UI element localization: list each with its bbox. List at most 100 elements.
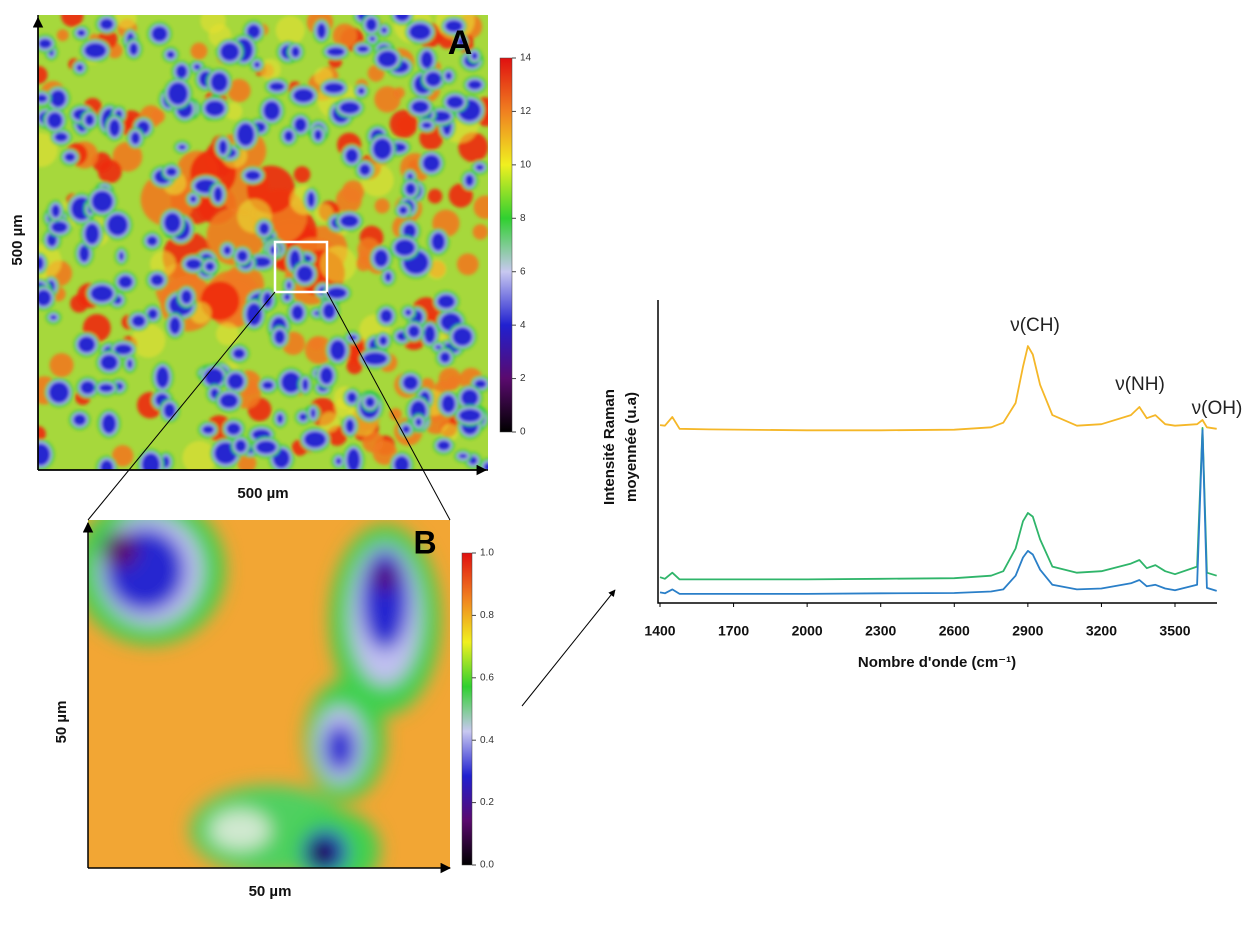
colorbar-tick-label: 1.0 xyxy=(480,548,494,559)
texture xyxy=(379,308,393,324)
texture xyxy=(431,232,446,252)
texture xyxy=(259,58,281,81)
texture xyxy=(38,94,48,103)
colorbar-tick-label: 12 xyxy=(520,106,532,117)
texture xyxy=(420,50,434,69)
panel-label: A xyxy=(448,24,473,62)
texture xyxy=(146,235,158,247)
texture xyxy=(127,358,133,369)
texture xyxy=(424,324,436,344)
texture xyxy=(389,109,418,139)
texture xyxy=(150,273,164,287)
texture xyxy=(131,314,146,328)
texture xyxy=(84,42,107,59)
texture xyxy=(458,408,482,423)
texture xyxy=(275,15,305,45)
texture xyxy=(210,72,229,93)
texture xyxy=(236,122,255,147)
heatmap-image-b xyxy=(88,520,450,868)
texture xyxy=(193,63,201,70)
annotation: ν(NH) xyxy=(1115,374,1165,395)
y-axis-label: 50 µm xyxy=(53,701,70,744)
texture xyxy=(255,440,277,454)
y-axis-label: moyennée (u.a) xyxy=(623,392,640,502)
texture xyxy=(114,343,133,355)
texture xyxy=(291,304,304,321)
texture xyxy=(147,308,158,320)
texture xyxy=(118,251,124,261)
texture xyxy=(293,166,311,183)
texture xyxy=(339,214,359,228)
texture xyxy=(346,358,363,375)
colorbar-tick-label: 0.2 xyxy=(480,797,494,808)
texture xyxy=(77,29,86,37)
colorbar-tick-label: 0.8 xyxy=(480,610,494,621)
texture xyxy=(90,285,114,303)
texture xyxy=(263,100,281,121)
texture xyxy=(202,425,215,434)
texture xyxy=(76,63,84,72)
colorbar-tick-label: 8 xyxy=(520,213,526,224)
texture xyxy=(175,64,188,79)
texture xyxy=(218,139,228,155)
texture xyxy=(460,389,479,407)
texture xyxy=(427,188,443,204)
texture xyxy=(163,212,182,233)
texture xyxy=(269,81,285,92)
texture xyxy=(49,314,58,321)
texture xyxy=(163,402,176,419)
texture xyxy=(326,287,348,299)
x-tick-label: 3500 xyxy=(1159,623,1190,639)
texture xyxy=(292,88,315,103)
texture xyxy=(223,245,232,256)
texture xyxy=(346,391,357,404)
x-tick-label: 2900 xyxy=(1012,623,1043,639)
texture xyxy=(61,15,84,27)
texture xyxy=(227,78,251,103)
texture xyxy=(46,233,58,247)
texture xyxy=(252,256,272,268)
texture xyxy=(224,102,243,121)
colorbar-tick-label: 14 xyxy=(520,53,532,64)
axes-line xyxy=(657,300,1217,604)
texture xyxy=(437,440,451,451)
texture xyxy=(100,354,118,371)
texture xyxy=(411,100,430,114)
texture xyxy=(444,19,463,33)
texture xyxy=(54,132,68,142)
texture xyxy=(372,138,392,160)
texture xyxy=(236,250,249,262)
texture xyxy=(374,86,401,113)
texture xyxy=(329,339,346,361)
texture xyxy=(475,164,485,171)
colorbar-tick-label: 6 xyxy=(520,266,526,277)
texture xyxy=(441,394,456,414)
texture xyxy=(49,353,74,378)
texture xyxy=(115,15,137,29)
texture xyxy=(246,302,263,327)
texture xyxy=(323,82,345,94)
texture xyxy=(232,348,246,359)
texture xyxy=(227,372,245,390)
texture xyxy=(107,213,129,237)
texture xyxy=(425,71,442,87)
texture xyxy=(151,25,168,42)
texture xyxy=(244,170,261,181)
texture xyxy=(452,327,473,347)
zoom-box xyxy=(273,240,329,294)
texture xyxy=(303,431,327,448)
texture xyxy=(474,379,487,389)
texture xyxy=(407,324,421,338)
texture xyxy=(301,378,309,391)
texture xyxy=(345,148,359,164)
texture xyxy=(402,375,419,391)
texture xyxy=(313,129,323,141)
texture xyxy=(457,37,465,47)
texture xyxy=(283,293,291,301)
texture xyxy=(204,100,226,117)
x-tick-label: 1700 xyxy=(718,623,749,639)
texture xyxy=(422,154,441,172)
texture xyxy=(261,380,274,390)
texture xyxy=(473,195,488,220)
texture xyxy=(216,322,239,346)
